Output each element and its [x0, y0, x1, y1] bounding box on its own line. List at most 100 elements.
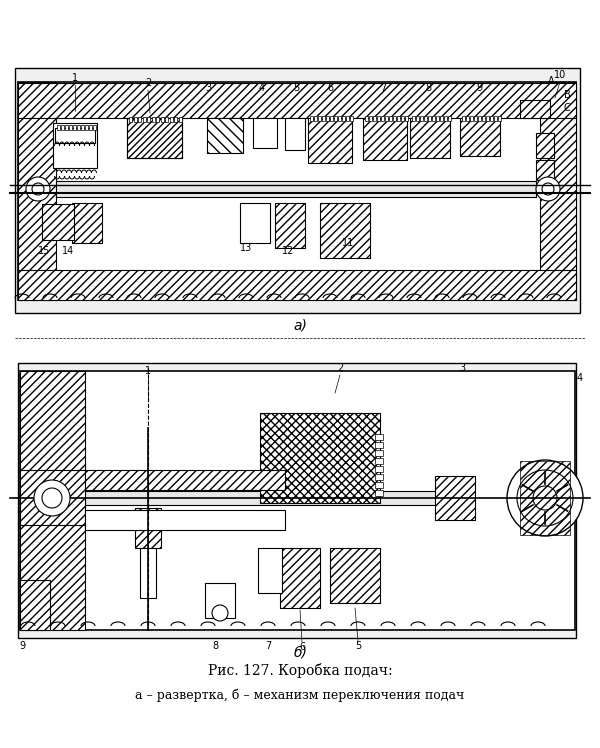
- Bar: [18, 270, 576, 300]
- Text: а): а): [293, 318, 307, 332]
- Bar: [138, 117, 141, 122]
- Bar: [320, 203, 370, 258]
- Text: 9: 9: [19, 641, 25, 651]
- Bar: [460, 118, 500, 156]
- Bar: [330, 548, 380, 603]
- Bar: [72, 203, 102, 243]
- Bar: [410, 118, 450, 158]
- Bar: [401, 116, 404, 121]
- Bar: [285, 118, 305, 150]
- Bar: [435, 476, 475, 520]
- Bar: [330, 116, 333, 121]
- Bar: [330, 548, 380, 603]
- Bar: [260, 413, 380, 503]
- Bar: [140, 518, 156, 598]
- Bar: [520, 100, 550, 118]
- Bar: [435, 476, 475, 520]
- Bar: [369, 116, 372, 121]
- Bar: [326, 116, 329, 121]
- Circle shape: [32, 183, 44, 195]
- Bar: [350, 116, 353, 121]
- Bar: [85, 125, 88, 130]
- Bar: [258, 548, 282, 593]
- Bar: [460, 118, 500, 156]
- Bar: [338, 116, 341, 121]
- Bar: [127, 118, 182, 158]
- Circle shape: [26, 177, 50, 201]
- Bar: [81, 125, 84, 130]
- Bar: [363, 118, 407, 160]
- Bar: [207, 118, 243, 153]
- Bar: [53, 123, 97, 168]
- Bar: [448, 116, 451, 121]
- Bar: [72, 203, 102, 243]
- Bar: [275, 203, 305, 248]
- Bar: [405, 116, 408, 121]
- Text: 8: 8: [212, 641, 218, 651]
- Text: 13: 13: [240, 243, 252, 253]
- Bar: [20, 371, 575, 630]
- Bar: [373, 116, 376, 121]
- Bar: [170, 117, 173, 122]
- Circle shape: [536, 177, 560, 201]
- Bar: [308, 118, 352, 163]
- Bar: [69, 125, 72, 130]
- Bar: [385, 116, 388, 121]
- Bar: [375, 474, 383, 480]
- Text: 1: 1: [145, 366, 151, 376]
- Bar: [318, 116, 321, 121]
- Bar: [346, 116, 349, 121]
- Text: а – развертка, б – механизм переключения подач: а – развертка, б – механизм переключения…: [136, 688, 464, 702]
- Bar: [474, 116, 477, 121]
- Bar: [56, 181, 536, 197]
- Bar: [42, 204, 74, 240]
- Bar: [377, 116, 380, 121]
- Bar: [375, 450, 383, 456]
- Text: 5: 5: [355, 641, 361, 651]
- Circle shape: [34, 480, 70, 516]
- Bar: [240, 203, 270, 243]
- Bar: [440, 116, 443, 121]
- Text: A: A: [548, 76, 554, 86]
- Bar: [486, 116, 489, 121]
- Bar: [165, 117, 168, 122]
- Bar: [15, 68, 580, 313]
- Bar: [18, 82, 56, 300]
- Bar: [375, 482, 383, 488]
- Bar: [89, 125, 92, 130]
- Bar: [393, 116, 396, 121]
- Bar: [93, 125, 96, 130]
- Text: Рис. 127. Коробка подач:: Рис. 127. Коробка подач:: [208, 663, 392, 678]
- Bar: [397, 116, 400, 121]
- Text: 7: 7: [380, 83, 386, 93]
- Bar: [73, 125, 76, 130]
- Text: б): б): [293, 646, 307, 660]
- Bar: [498, 116, 501, 121]
- Bar: [207, 118, 243, 153]
- Text: 9: 9: [476, 83, 482, 93]
- Bar: [410, 118, 450, 158]
- Bar: [55, 128, 95, 143]
- Text: 7: 7: [265, 641, 271, 651]
- Bar: [334, 116, 337, 121]
- Bar: [179, 117, 182, 122]
- Bar: [314, 116, 317, 121]
- Bar: [147, 117, 150, 122]
- Circle shape: [212, 605, 228, 621]
- Bar: [466, 116, 469, 121]
- Bar: [375, 434, 383, 440]
- Bar: [444, 116, 447, 121]
- Bar: [536, 160, 554, 180]
- Bar: [310, 116, 313, 121]
- Bar: [320, 203, 370, 258]
- Bar: [174, 117, 177, 122]
- Bar: [540, 82, 576, 300]
- Bar: [432, 116, 435, 121]
- Bar: [416, 116, 419, 121]
- Bar: [536, 133, 554, 158]
- Bar: [470, 116, 473, 121]
- Bar: [18, 363, 576, 638]
- Text: 12: 12: [281, 246, 294, 256]
- Bar: [143, 117, 146, 122]
- Bar: [20, 470, 85, 525]
